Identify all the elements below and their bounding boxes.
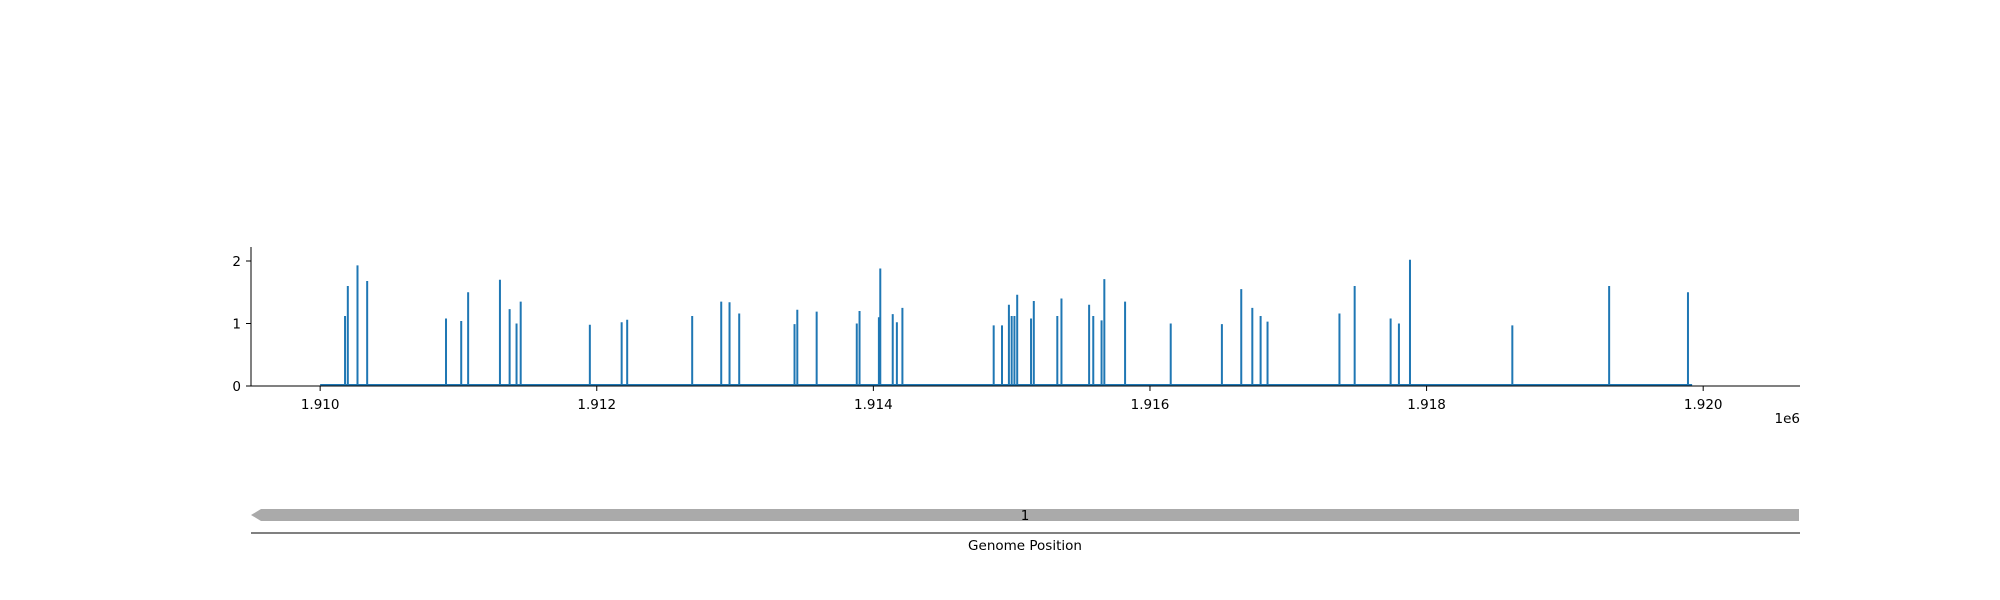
- coverage-bars: [344, 259, 1689, 386]
- y-tick-label: 2: [232, 254, 241, 270]
- coverage-axes: 1.910 1.912 1.914 1.916 1.918 1.920 0 1 2 1e6: [232, 247, 1800, 427]
- feature-track: 1 Genome Position: [251, 508, 1800, 554]
- x-tick-label: 1.910: [301, 397, 340, 413]
- x-axis-title: Genome Position: [968, 538, 1082, 554]
- y-tick-label: 0: [232, 379, 241, 395]
- x-offset-label: 1e6: [1775, 411, 1800, 427]
- x-tick-label: 1.916: [1131, 397, 1170, 413]
- x-tick-label: 1.918: [1407, 397, 1446, 413]
- y-tick-label: 1: [232, 317, 241, 333]
- x-tick-label: 1.912: [577, 397, 616, 413]
- y-axis-ticks: 0 1 2: [232, 254, 251, 395]
- feature-arrow: [251, 509, 1799, 521]
- x-axis-ticks: 1.910 1.912 1.914 1.916 1.918 1.920: [301, 386, 1723, 413]
- x-tick-label: 1.914: [854, 397, 893, 413]
- x-tick-label: 1.920: [1684, 397, 1723, 413]
- feature-label: 1: [1021, 508, 1030, 524]
